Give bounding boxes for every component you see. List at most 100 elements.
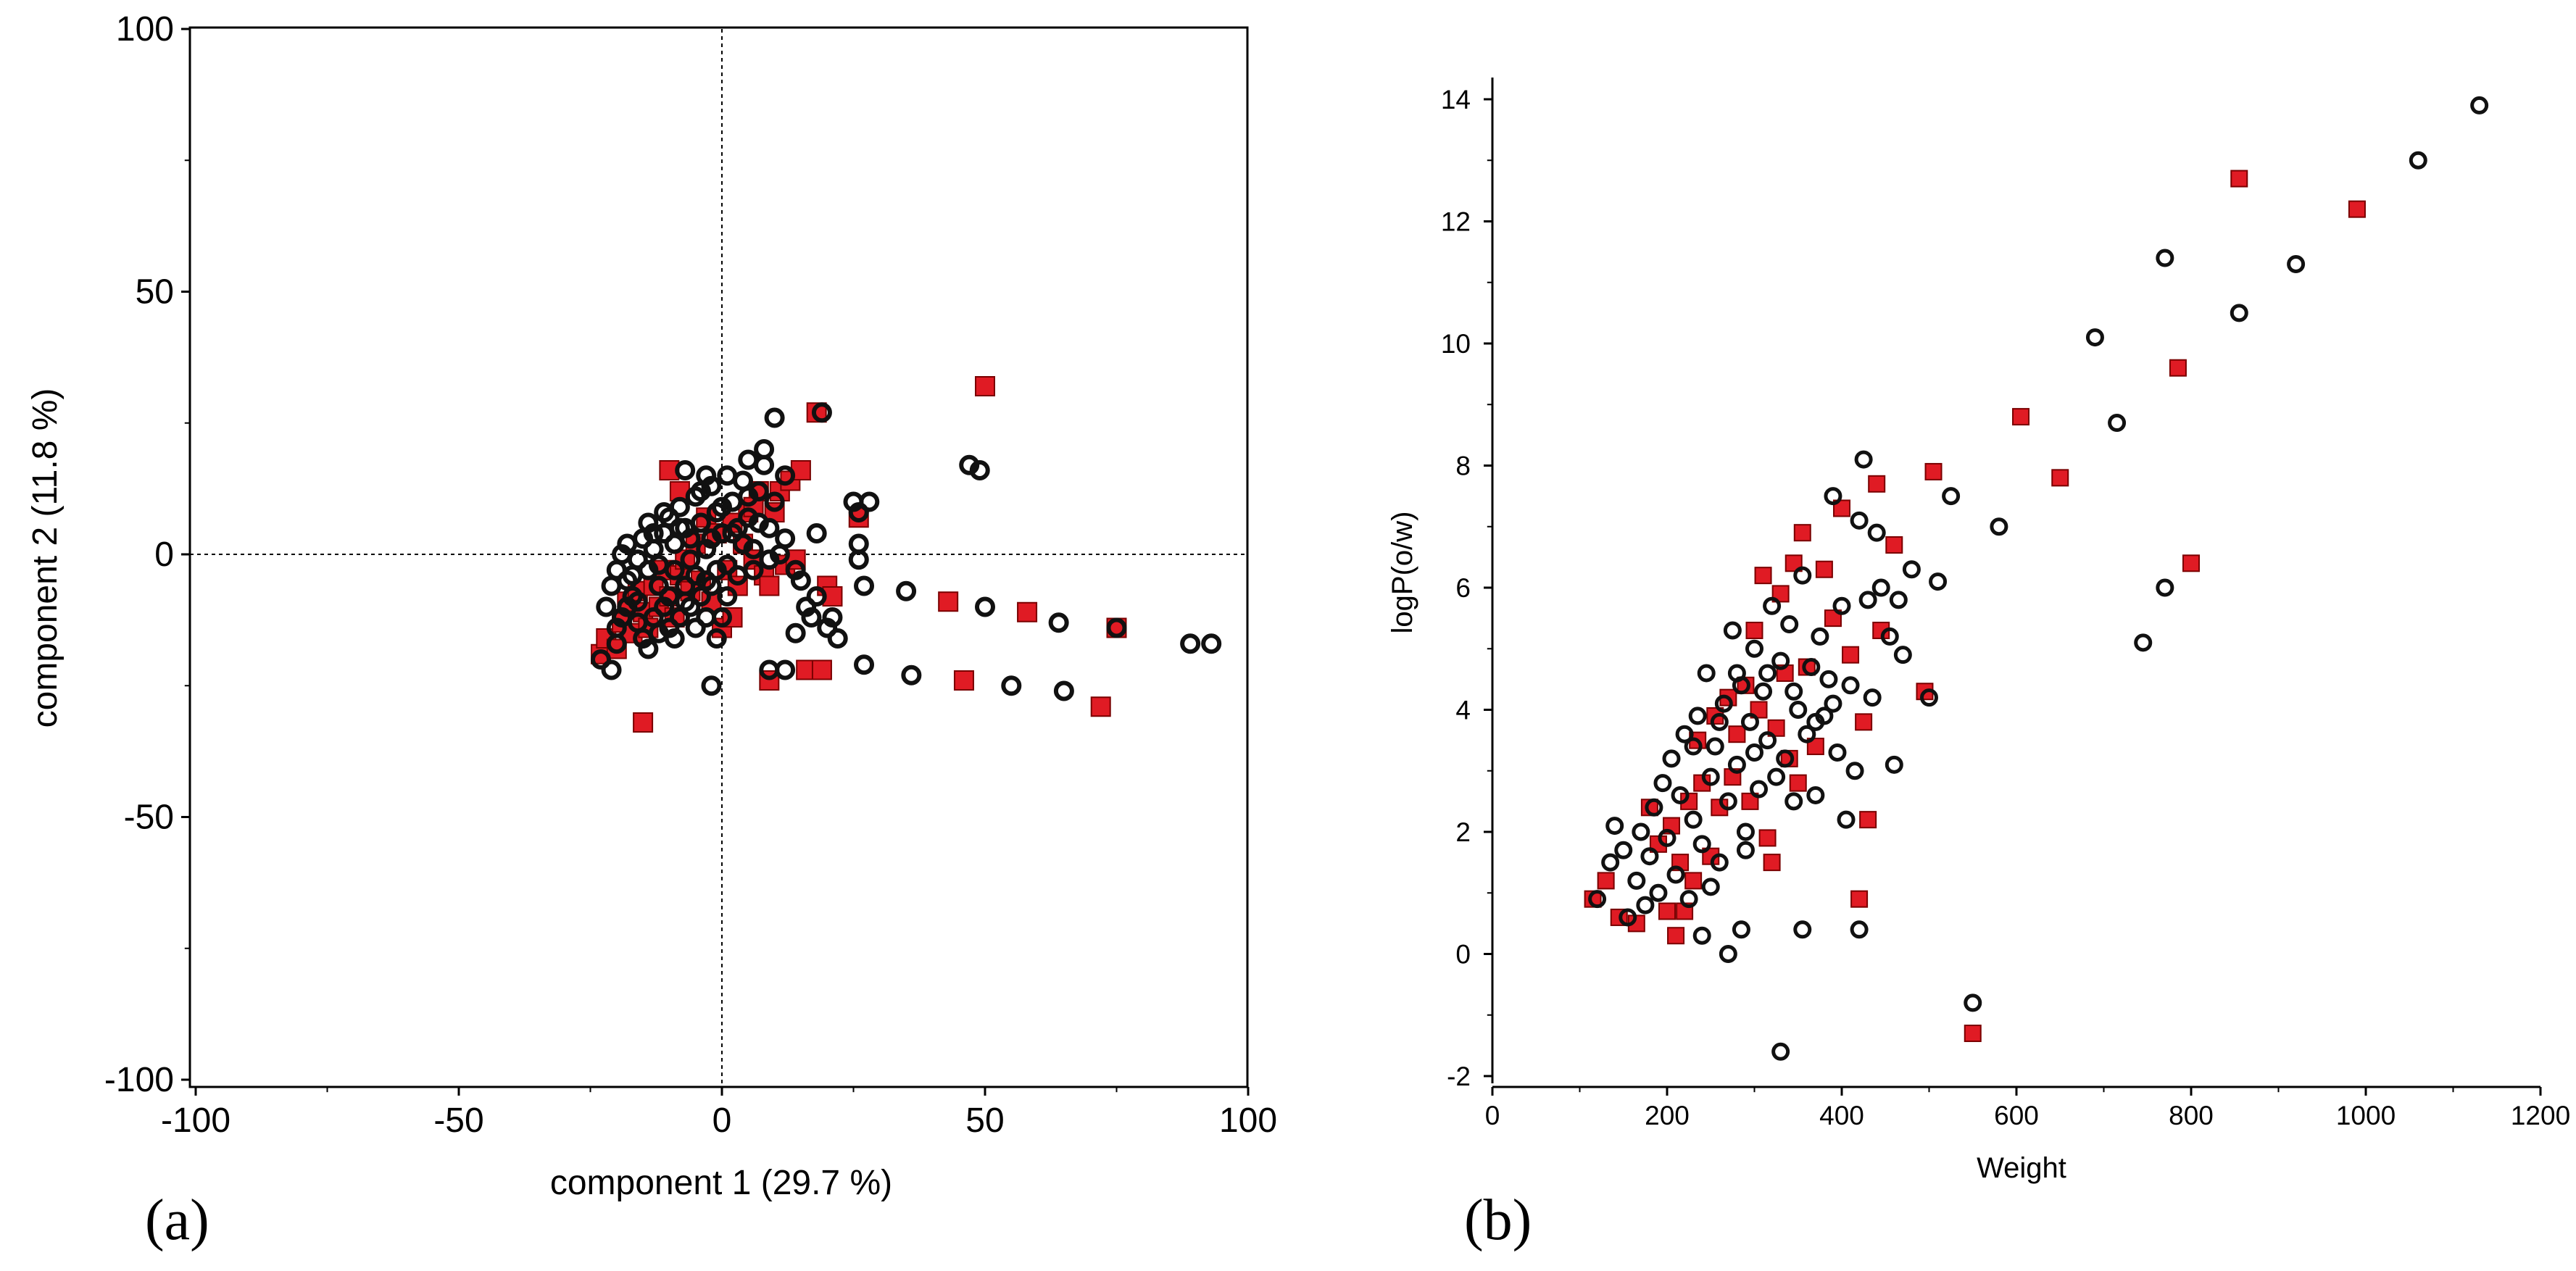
circle-point [1754,682,1773,701]
circle-point [811,402,832,423]
circle-point [1784,792,1803,811]
square-point [953,670,974,691]
circle-point [1767,767,1786,786]
circle-point [712,496,732,517]
square-point [1789,774,1807,792]
square-point [1767,719,1785,737]
circle-point [1180,633,1201,654]
panel-a-plot-frame [188,26,1249,1088]
circle-point [1771,1042,1790,1061]
circle-point [1640,847,1659,866]
square-point [2051,469,2069,487]
panel-b-y-axis-label: logP(o/w) [1387,512,1418,634]
circle-point [1732,920,1750,939]
square-point [1658,902,1676,920]
y-tick-label: 12 [1441,207,1471,237]
y-tick-label: 10 [1441,329,1471,359]
circle-point [1832,596,1851,615]
circle-point [764,491,785,512]
circle-point [1688,707,1707,725]
square-point [1737,676,1755,694]
circle-point [664,559,685,580]
circle-point [1727,755,1746,774]
y-tick-label: -100 [104,1061,174,1099]
circle-point [601,659,622,680]
circle-point [1893,646,1912,664]
circle-point [1837,810,1856,829]
x-tick-label: -50 [433,1101,483,1140]
circle-point [733,533,754,554]
square-point [1017,601,1038,622]
square-point [1684,872,1703,890]
y-tick-label: 6 [1455,573,1471,603]
square-point [2169,359,2187,377]
square-point [1833,499,1850,517]
circle-point [664,628,685,649]
circle-point [690,512,711,533]
circle-point [848,502,869,522]
square-point [975,376,995,396]
circle-point [785,622,806,643]
circle-point [1824,487,1842,506]
square-point [1806,738,1824,756]
circle-point [2134,633,2153,652]
circle-point [2156,249,2174,267]
panel-b-letter: (b) [1464,1188,1532,1252]
circle-point [1784,682,1803,701]
square-point [1885,536,1903,554]
circle-point [1605,817,1624,835]
x-tick-label: 0 [1485,1101,1500,1130]
x-tick-label: 600 [1994,1101,2039,1130]
circle-point [617,570,638,591]
circle-point [1649,883,1668,902]
square-point [1728,725,1746,743]
circle-point [1727,664,1746,683]
y-tick-label: 0 [154,536,174,574]
circle-point [1802,658,1821,677]
circle-point [2108,414,2127,433]
circle-point [1736,841,1755,859]
circle-point [1793,566,1812,585]
square-point [1815,560,1833,578]
circle-point [1740,712,1759,731]
circle-point [643,523,664,543]
circle-point [790,570,811,591]
circle-point [1758,731,1777,750]
circle-point [1845,762,1864,780]
circle-point [1697,664,1716,683]
circle-point [1758,664,1777,683]
circle-point [680,528,701,549]
square-point [1859,811,1877,829]
circle-point [2409,151,2427,170]
circle-point [859,491,880,512]
circle-point [969,460,990,480]
square-point [1771,585,1790,603]
circle-point [1001,675,1022,696]
square-point [1584,890,1602,908]
square-point [1090,696,1111,717]
panel-a-axes: -100 -50 0 50 100 -100 -50 0 50 100 [104,10,1277,1140]
panel-a-letter: (a) [145,1188,209,1252]
square-point [2182,554,2200,572]
circle-point [685,617,706,638]
square-point [1640,799,1658,817]
y-tick-label: -2 [1447,1062,1471,1091]
circle-point [1776,749,1795,768]
square-point [1758,829,1777,847]
circle-point [2287,254,2306,273]
circle-point [801,607,822,628]
circle-point [1990,517,2008,536]
circle-point [1588,890,1607,909]
circle-point [1793,920,1812,939]
circle-point [1671,785,1690,804]
circle-point [1719,945,1737,963]
x-tick-label: 400 [1819,1101,1864,1130]
square-point [759,575,780,596]
circle-point [1719,792,1737,811]
circle-point [638,559,659,580]
square-point [1850,890,1869,908]
circle-point [854,575,875,596]
circle-point [706,628,727,649]
circle-point [1798,725,1816,743]
